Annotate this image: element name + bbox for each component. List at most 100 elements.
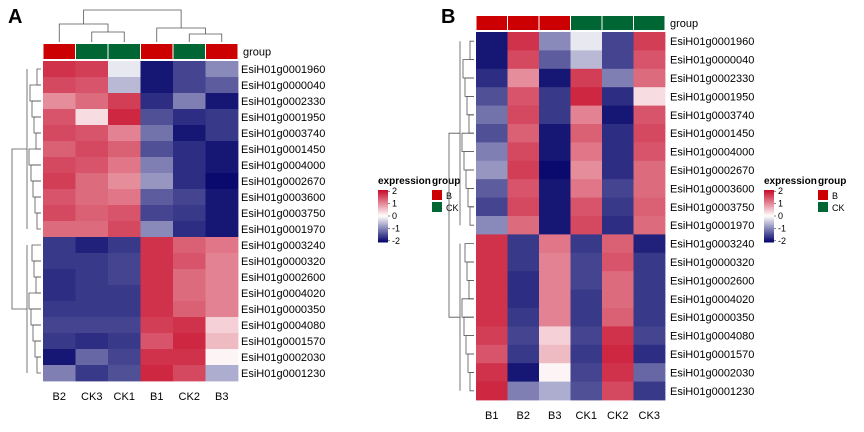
legend-scale-step [764,191,774,194]
legend-tick-label: 0 [392,211,397,221]
legend-scale-step [764,203,774,205]
legend-scale-step [378,209,388,212]
row-label: EsiH01g0000040 [241,80,325,92]
heatmap-cell [507,326,540,346]
heatmap-cell [140,125,174,142]
column-label: CK1 [114,391,135,403]
heatmap-cell [602,142,634,162]
heatmap-cell [570,363,603,382]
group-annotation-cell [141,44,173,59]
heatmap-cell [476,124,508,143]
heatmap-panel-a: group EsiH01g0001960 EsiH01g0000040 EsiH01g… [11,9,460,403]
legend-scale-step [378,201,388,204]
column-label: B1 [150,391,163,403]
heatmap-cell [633,124,666,143]
legend-scale-step [764,238,774,240]
heatmap-cell [476,179,508,198]
heatmap-cell [602,363,634,382]
heatmap-cell [75,189,109,206]
heatmap-cell [539,32,571,51]
column-label: B3 [548,410,561,422]
heatmap-cell [633,381,666,401]
heatmap-cell [108,221,141,238]
row-dendrogram [11,68,41,374]
heatmap-cell [173,365,206,382]
heatmap-cell [507,363,540,382]
heatmap-cell [633,289,666,309]
heatmap-cell [140,61,174,78]
row-label: EsiH01g0001960 [241,64,325,76]
heatmap-cell [43,237,76,254]
heatmap-cell [476,105,508,125]
heatmap-cell [108,285,141,302]
legend-scale-step [378,217,388,220]
heatmap-cell [507,142,540,162]
legend-scale-step [378,225,388,227]
heatmap-cell [476,326,508,346]
heatmap-cell [476,234,508,254]
heatmap-cell [539,216,571,235]
heatmap-cell [140,285,174,302]
heatmap-cell [205,141,239,158]
legend-scale-step [378,192,388,195]
heatmap-cell [43,189,76,206]
legend-scale-step [764,227,774,230]
heatmap-cell [602,68,634,88]
legend-group-swatch [432,190,442,200]
legend-scale-step [378,210,388,213]
heatmap-cell [633,234,666,254]
legend-scale-step [378,195,388,197]
heatmap-cell [205,269,239,286]
column-label: CK2 [179,391,200,403]
heatmap-cell [570,308,603,327]
heatmap-cell [539,197,571,217]
row-label: EsiH01g0004000 [241,160,325,172]
heatmap-cell [43,269,76,286]
heatmap-cell [570,50,603,70]
legend-group-label: CK [446,203,459,213]
heatmap-cell [602,234,634,254]
legend-scale-step [378,196,388,199]
heatmap-cell [140,141,174,158]
legend-scale-step [378,199,388,201]
legend-scale-step [764,199,774,201]
heatmap-cell [43,125,76,142]
heatmap-cell [476,160,508,180]
heatmap-cell [173,93,206,110]
heatmap-cell [43,141,76,158]
legend-scale-step [378,193,388,196]
legend-scale-step [764,210,774,213]
legend-scale-step [764,231,774,234]
heatmap-cell [75,253,109,270]
heatmap-cell [205,77,239,94]
legend-scale-step [764,193,774,196]
legend-tick-label: 1 [778,199,783,209]
heatmap-cell [633,363,666,382]
heatmap-cell [570,271,603,290]
legend-scale-step [764,205,774,208]
legend-scale-step [378,212,388,214]
heatmap-cell [476,142,508,162]
legend-scale-step [764,212,774,214]
heatmap-cell [539,289,571,309]
heatmap-cell [570,197,603,217]
group-annotation-cell [76,44,108,59]
heatmap-cell [539,160,571,180]
heatmap-cell [140,301,174,318]
heatmap-cell [507,32,540,51]
column-label: B3 [215,391,228,403]
heatmap-cell [75,349,109,366]
row-label: EsiH01g0004080 [670,331,754,343]
heatmap-cell [507,124,540,143]
heatmap-cell [140,109,174,126]
heatmap-cell [602,160,634,180]
column-label: CK3 [81,391,102,403]
legend-scale-step [764,218,774,221]
heatmap-cell [539,252,571,272]
heatmap-cell [75,141,109,158]
row-label: EsiH01g0004000 [670,147,754,159]
heatmap-cell [602,326,634,346]
heatmap-cell [75,157,109,174]
legend-scale-step [378,221,388,223]
legend-scale-step [378,234,388,236]
